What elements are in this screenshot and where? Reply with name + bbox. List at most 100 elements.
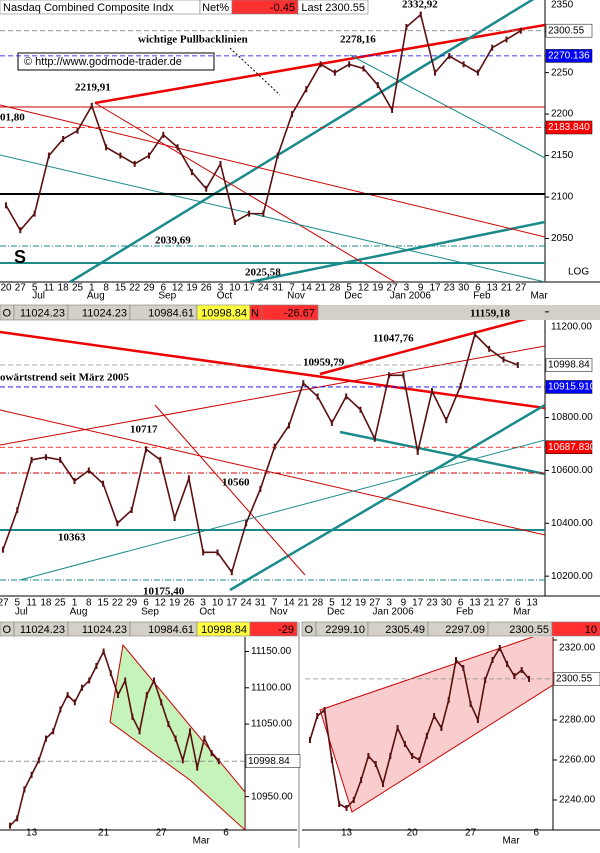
- y-tick-label: 10950.00: [251, 791, 293, 802]
- x-tick-label: 27: [156, 828, 168, 839]
- x-tick-label: 13: [341, 828, 353, 839]
- month-label: Dec: [344, 291, 362, 302]
- month-label: Aug: [87, 291, 105, 302]
- y-tick-label: 10600.00: [551, 465, 593, 476]
- annotation: wichtige Pullbacklinien: [138, 34, 248, 46]
- x-tick-label: 9: [418, 283, 424, 294]
- trendline: [154, 404, 306, 576]
- x-tick-label: 21: [315, 283, 327, 294]
- header-text: 11024.23: [82, 624, 127, 636]
- plot: [0, 648, 245, 829]
- header-text: Last 2300.55: [301, 2, 365, 14]
- x-tick-label: 6: [534, 828, 540, 839]
- x-tick-label: 11: [44, 283, 55, 294]
- month-label: Dec: [327, 607, 345, 618]
- y-tick-label: 2350: [551, 0, 574, 11]
- y-tick-label: 2240.00: [559, 795, 596, 806]
- y-tick-label: 10400.00: [551, 518, 593, 529]
- y-tick-label: 2150: [551, 150, 574, 161]
- x-tick-label: 8: [86, 598, 92, 609]
- price-tag: [545, 440, 593, 454]
- annotation: S: [14, 247, 26, 267]
- x-tick-label: 21: [298, 598, 310, 609]
- x-tick-label: 21: [98, 828, 110, 839]
- header-text: 10998.84: [201, 624, 247, 636]
- x-tick-label: 12: [341, 598, 353, 609]
- wedge: [109, 643, 245, 830]
- x-tick-label: 10: [212, 598, 224, 609]
- header-text: 11024.23: [82, 307, 127, 319]
- annotation: 2039,69: [155, 235, 191, 247]
- source: © http://www.godmode-trader.de: [24, 56, 182, 68]
- x-tick-label: 9: [401, 598, 407, 609]
- y-tick-label: 2200: [551, 109, 574, 120]
- y-tick-label: 10200.00: [551, 571, 593, 582]
- x-tick-label: 1: [72, 598, 78, 609]
- x-tick-label: 27: [465, 828, 477, 839]
- annotation: 2278,16: [340, 34, 376, 46]
- x-tick-label: 5: [329, 598, 335, 609]
- x-tick-label: 30: [441, 598, 453, 609]
- pointer: [229, 47, 281, 96]
- price-tag-label: 10998.84: [548, 360, 590, 371]
- trendline: [19, 439, 545, 581]
- header-text: O: [304, 624, 313, 636]
- x-tick-label: 27: [387, 283, 399, 294]
- header-text: 10998.84: [201, 307, 247, 319]
- x-tick-label: 12: [155, 598, 167, 609]
- month-label: Feb: [456, 607, 474, 618]
- x-tick-label: 31: [272, 283, 284, 294]
- annotation: LOG: [568, 267, 589, 278]
- x-tick-label: 28: [329, 283, 341, 294]
- x-tick-label: 5: [15, 598, 21, 609]
- y-tick-label: 2100: [551, 192, 574, 203]
- header-text: 10984.61: [148, 307, 194, 319]
- trendline: [94, 102, 396, 282]
- x-tick-label: 5: [346, 283, 352, 294]
- x-tick-label: 27: [15, 283, 27, 294]
- y-tick-label: 2260.00: [559, 755, 596, 766]
- x-tick-label: 17: [429, 283, 441, 294]
- x-tick-label: 22: [112, 598, 124, 609]
- x-tick-label: 6: [475, 283, 481, 294]
- x-tick-label: 7: [289, 283, 295, 294]
- x-tick-label: 20: [407, 828, 419, 839]
- header-text: 11024.23: [20, 307, 65, 319]
- header-cell: [551, 621, 600, 637]
- month-label: Mar: [502, 836, 520, 847]
- y-tick-label: 11200.00: [551, 322, 592, 333]
- x-tick-label: 8: [103, 283, 109, 294]
- x-tick-label: 19: [186, 283, 198, 294]
- price-tag-label: 2270.136: [548, 51, 590, 62]
- month-label: Mar: [530, 291, 548, 302]
- x-tick-label: 15: [98, 598, 110, 609]
- header-text: O: [2, 624, 11, 636]
- x-tick-label: 27: [515, 283, 527, 294]
- price-tag: [545, 49, 593, 63]
- annotation: 2025,58: [245, 267, 281, 279]
- x-tick-label: 6: [161, 283, 167, 294]
- price-tag: [545, 380, 593, 394]
- header-text: O: [2, 307, 11, 319]
- x-tick-label: 27: [369, 598, 381, 609]
- annotation: 2219,91: [75, 82, 111, 94]
- x-tick-label: 5: [32, 283, 38, 294]
- header-text: Net%: [202, 2, 229, 14]
- month-label: Mar: [193, 836, 211, 847]
- price-tag: [245, 754, 301, 768]
- trendline: [249, 220, 545, 282]
- price-line: [9, 649, 220, 827]
- plot: [0, 11, 545, 234]
- x-tick-label: 26: [201, 283, 213, 294]
- x-tick-label: 14: [283, 598, 295, 609]
- price-tag: [545, 23, 593, 38]
- x-tick-label: 31: [255, 598, 267, 609]
- annotation: 11159,18: [470, 308, 511, 320]
- x-tick-label: 27: [498, 598, 510, 609]
- x-tick-label: 24: [258, 283, 270, 294]
- price-tag: [545, 120, 593, 135]
- header-text: 10: [585, 624, 597, 636]
- trendlines: [0, 0, 545, 282]
- x-tick-label: 17: [412, 598, 424, 609]
- x-tick-label: 27: [0, 598, 9, 609]
